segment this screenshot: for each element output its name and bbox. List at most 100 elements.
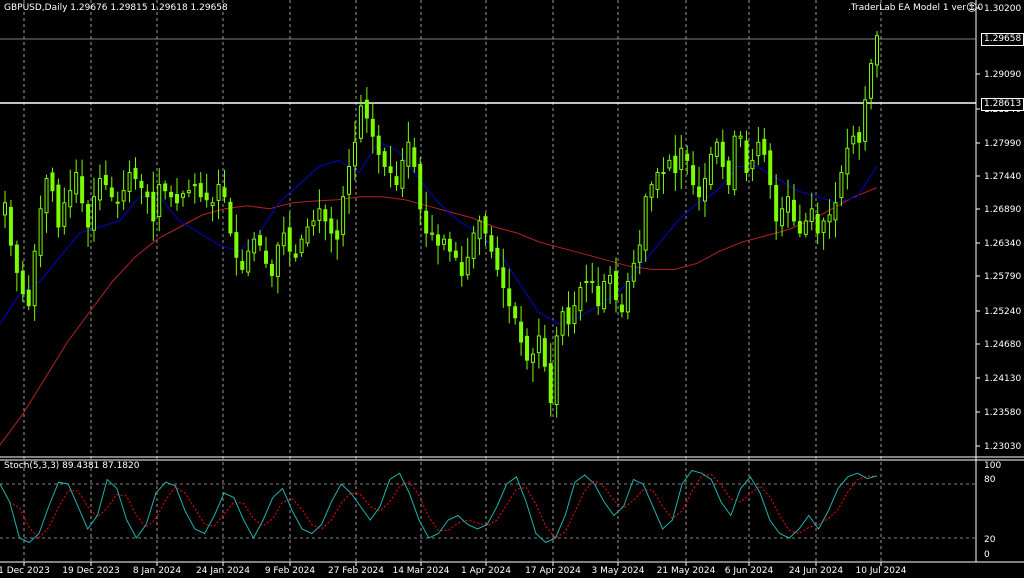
candle-body xyxy=(542,338,547,367)
time-tick-label: 1 Dec 2023 xyxy=(0,566,50,576)
candle-body xyxy=(560,311,565,336)
candle-body xyxy=(86,204,91,228)
candle-body xyxy=(192,184,197,187)
candle-body xyxy=(269,263,274,276)
time-tick-label: 17 Apr 2024 xyxy=(525,566,581,576)
time-tick-label: 27 Feb 2024 xyxy=(328,566,384,576)
candle-body xyxy=(50,172,55,192)
price-tick-label: 1.23030 xyxy=(984,442,1021,452)
candle-body xyxy=(97,178,102,201)
candle-body xyxy=(471,232,476,259)
candle-body xyxy=(68,190,73,208)
candle-body xyxy=(643,196,648,251)
ea-label: .TraderLab EA Model 1 ver 1.0 xyxy=(848,3,984,13)
candle-body xyxy=(406,141,411,167)
candle-body xyxy=(708,153,713,185)
candle-body xyxy=(602,280,607,310)
candle-body xyxy=(32,250,37,307)
candle-body xyxy=(169,191,174,198)
candle-body xyxy=(222,187,227,198)
candle-body xyxy=(875,35,879,66)
candle-body xyxy=(465,256,470,276)
candle-body xyxy=(258,235,263,246)
price-axis: 1.302001.290901.285401.279901.274401.268… xyxy=(976,4,1021,452)
candle-body xyxy=(827,214,832,223)
candle-body xyxy=(714,141,719,157)
candle-body xyxy=(483,216,488,234)
candle-body xyxy=(667,159,672,169)
candle-body xyxy=(145,191,150,198)
stoch-level-100: 100 xyxy=(984,461,1002,471)
candle-body xyxy=(228,201,233,234)
smiley-icon[interactable]: ☺ xyxy=(966,1,978,14)
candle-body xyxy=(376,135,381,155)
candle-body xyxy=(358,105,363,139)
candle-body xyxy=(424,210,429,234)
stoch-level-80: 80 xyxy=(984,475,996,485)
candle-body xyxy=(453,250,458,258)
stoch-signal-line xyxy=(0,473,878,539)
candle-body xyxy=(287,227,292,252)
candle-body xyxy=(329,218,334,234)
candle-body xyxy=(264,250,269,264)
time-tick-label: 19 Dec 2023 xyxy=(62,566,120,576)
candle-body xyxy=(702,178,707,202)
price-tick-label: 1.27440 xyxy=(984,172,1021,182)
candle-body xyxy=(175,193,180,204)
current-price-tag: 1.29658 xyxy=(981,33,1024,46)
candle-body xyxy=(323,209,328,222)
candle-body xyxy=(91,196,96,231)
price-tick-label: 1.24130 xyxy=(984,374,1021,384)
candle-body xyxy=(352,141,357,167)
price-tick-label: 1.26340 xyxy=(984,239,1021,249)
candle-body xyxy=(613,271,618,301)
time-tick-label: 24 Jan 2024 xyxy=(196,566,250,576)
price-tick-label: 1.25240 xyxy=(984,307,1021,317)
candle-body xyxy=(525,335,530,361)
candle-body xyxy=(388,166,393,174)
candle-body xyxy=(281,232,286,247)
candle-body xyxy=(133,167,138,180)
time-tick-label: 6 Jun 2024 xyxy=(725,566,774,576)
candle-body xyxy=(845,147,850,175)
time-tick-label: 10 Jul 2024 xyxy=(856,566,907,576)
candle-body xyxy=(815,214,820,234)
time-tick-label: 1 Apr 2024 xyxy=(461,566,511,576)
candle-body xyxy=(869,63,874,99)
candle-body xyxy=(109,187,114,198)
time-tick-label: 21 May 2024 xyxy=(657,566,716,576)
candle-body xyxy=(726,160,731,186)
candle-body xyxy=(821,220,826,233)
price-tick-label: 1.23580 xyxy=(984,408,1021,418)
candle-body xyxy=(732,135,737,191)
symbol-info: GBPUSD,Daily 1.29676 1.29815 1.29618 1.2… xyxy=(4,3,228,13)
candle-body xyxy=(495,247,500,270)
candle-body xyxy=(619,304,624,313)
candle-body xyxy=(697,186,702,198)
candle-body xyxy=(631,262,636,282)
candle-body xyxy=(756,141,761,157)
candle-body xyxy=(447,238,452,252)
candle-body xyxy=(750,159,755,170)
time-tick-label: 3 May 2024 xyxy=(592,566,645,576)
candle-body xyxy=(774,184,779,222)
candle-body xyxy=(56,184,61,228)
time-tick-label: 8 Jan 2024 xyxy=(133,566,181,576)
candle-body xyxy=(673,155,678,174)
candle-body xyxy=(127,172,132,192)
candle-body xyxy=(394,176,399,186)
candle-body xyxy=(121,190,126,202)
candle-body xyxy=(655,172,660,190)
candle-body xyxy=(441,238,446,245)
candle-body xyxy=(382,151,387,167)
stoch-level-0: 0 xyxy=(984,550,990,560)
time-tick-label: 14 Mar 2024 xyxy=(392,566,449,576)
candle-body xyxy=(720,141,725,167)
stoch-main-line xyxy=(0,469,878,544)
candle-body xyxy=(459,262,464,276)
candle-body xyxy=(780,208,785,227)
candle-body xyxy=(513,306,518,319)
price-tick-label: 1.29090 xyxy=(984,70,1021,80)
candle-body xyxy=(554,335,559,406)
